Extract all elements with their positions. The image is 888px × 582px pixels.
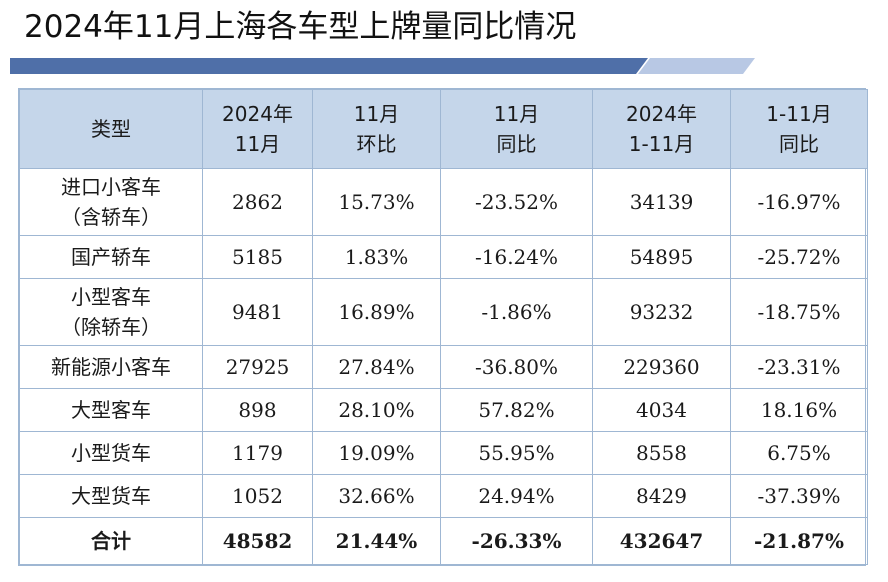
ytd-count-cell: 4034 — [592, 388, 731, 432]
total-nov-count-cell: 48582 — [202, 517, 313, 565]
total-label-cell: 合计 — [19, 517, 203, 565]
vehicle-type-cell: 大型客车 — [19, 388, 203, 432]
nov-count-cell: 898 — [202, 388, 313, 432]
vehicle-type-cell: 小型客车 （除轿车） — [19, 278, 203, 346]
nov-yoy-cell: -23.52% — [440, 168, 593, 236]
header-nov-yoy: 11月 同比 — [440, 89, 593, 169]
nov-count-cell: 27925 — [202, 345, 313, 389]
total-ytd-yoy-cell: -21.87% — [730, 517, 868, 565]
ytd-count-cell: 54895 — [592, 235, 731, 279]
ytd-yoy-cell: 6.75% — [730, 431, 868, 475]
nov-yoy-cell: -36.80% — [440, 345, 593, 389]
nov-mom-cell: 32.66% — [312, 474, 441, 518]
table-row: 国产轿车 5185 1.83% -16.24% 54895 -25.72% — [19, 235, 868, 279]
nov-yoy-cell: 57.82% — [440, 388, 593, 432]
table-row: 大型货车 1052 32.66% 24.94% 8429 -37.39% — [19, 474, 868, 518]
header-jan-nov-2024: 2024年 1-11月 — [592, 89, 731, 169]
total-nov-yoy-cell: -26.33% — [440, 517, 593, 565]
title-underline-bar — [10, 58, 755, 74]
ytd-count-cell: 8429 — [592, 474, 731, 518]
nov-yoy-cell: -1.86% — [440, 278, 593, 346]
registration-table-container: 类型 2024年 11月 11月 环比 11月 同比 2024年 1-11月 1… — [18, 88, 868, 566]
header-nov-2024: 2024年 11月 — [202, 89, 313, 169]
nov-mom-cell: 1.83% — [312, 235, 441, 279]
header-nov-mom: 11月 环比 — [312, 89, 441, 169]
nov-count-cell: 1052 — [202, 474, 313, 518]
nov-yoy-cell: 24.94% — [440, 474, 593, 518]
vehicle-type-cell: 进口小客车 （含轿车） — [19, 168, 203, 236]
ytd-yoy-cell: -37.39% — [730, 474, 868, 518]
total-nov-mom-cell: 21.44% — [312, 517, 441, 565]
ytd-yoy-cell: -16.97% — [730, 168, 868, 236]
header-jan-nov-yoy: 1-11月 同比 — [730, 89, 868, 169]
registration-table: 类型 2024年 11月 11月 环比 11月 同比 2024年 1-11月 1… — [19, 89, 868, 565]
ytd-yoy-cell: -23.31% — [730, 345, 868, 389]
nov-count-cell: 9481 — [202, 278, 313, 346]
table-total-row: 合计 48582 21.44% -26.33% 432647 -21.87% — [19, 517, 868, 565]
page-title: 2024年11月上海各车型上牌量同比情况 — [24, 9, 577, 45]
table-row: 小型货车 1179 19.09% 55.95% 8558 6.75% — [19, 431, 868, 475]
nov-count-cell: 1179 — [202, 431, 313, 475]
nov-yoy-cell: 55.95% — [440, 431, 593, 475]
title-bar-dark-segment — [10, 58, 648, 74]
ytd-yoy-cell: 18.16% — [730, 388, 868, 432]
table-row: 新能源小客车 27925 27.84% -36.80% 229360 -23.3… — [19, 345, 868, 389]
nov-mom-cell: 19.09% — [312, 431, 441, 475]
nov-count-cell: 5185 — [202, 235, 313, 279]
table-row: 进口小客车 （含轿车） 2862 15.73% -23.52% 34139 -1… — [19, 168, 868, 236]
vehicle-type-cell: 新能源小客车 — [19, 345, 203, 389]
nov-yoy-cell: -16.24% — [440, 235, 593, 279]
nov-mom-cell: 15.73% — [312, 168, 441, 236]
nov-count-cell: 2862 — [202, 168, 313, 236]
ytd-yoy-cell: -25.72% — [730, 235, 868, 279]
total-ytd-count-cell: 432647 — [592, 517, 731, 565]
nov-mom-cell: 16.89% — [312, 278, 441, 346]
ytd-count-cell: 93232 — [592, 278, 731, 346]
ytd-count-cell: 229360 — [592, 345, 731, 389]
nov-mom-cell: 27.84% — [312, 345, 441, 389]
ytd-count-cell: 8558 — [592, 431, 731, 475]
table-row: 大型客车 898 28.10% 57.82% 4034 18.16% — [19, 388, 868, 432]
table-row: 小型客车 （除轿车） 9481 16.89% -1.86% 93232 -18.… — [19, 278, 868, 346]
title-bar-light-segment — [638, 58, 755, 74]
nov-mom-cell: 28.10% — [312, 388, 441, 432]
ytd-yoy-cell: -18.75% — [730, 278, 868, 346]
vehicle-type-cell: 大型货车 — [19, 474, 203, 518]
table-header-row: 类型 2024年 11月 11月 环比 11月 同比 2024年 1-11月 1… — [19, 89, 868, 169]
header-type: 类型 — [19, 89, 203, 169]
ytd-count-cell: 34139 — [592, 168, 731, 236]
vehicle-type-cell: 小型货车 — [19, 431, 203, 475]
vehicle-type-cell: 国产轿车 — [19, 235, 203, 279]
